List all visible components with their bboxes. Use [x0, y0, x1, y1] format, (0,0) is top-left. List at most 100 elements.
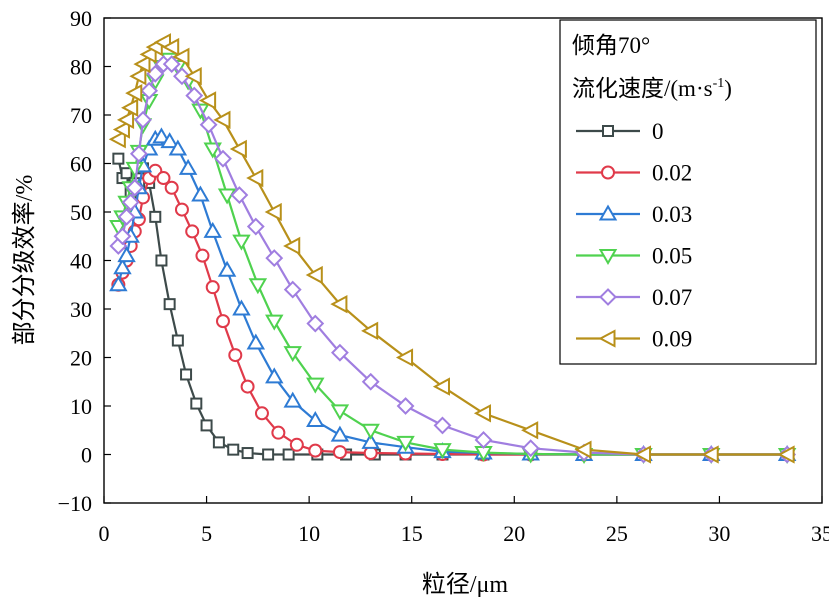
- x-axis-label: 粒径/μm: [422, 571, 509, 598]
- y-tick-label: 80: [70, 55, 92, 80]
- legend-label: 0.09: [652, 327, 692, 352]
- legend-item: 0.03: [576, 202, 692, 227]
- data-point: [265, 367, 284, 384]
- data-point: [174, 202, 189, 217]
- data-point: [521, 439, 540, 458]
- data-point: [178, 158, 198, 175]
- data-point: [191, 103, 210, 120]
- legend-item: 0.07: [576, 285, 692, 310]
- data-point: [283, 236, 301, 256]
- data-point: [125, 178, 144, 197]
- data-point: [306, 411, 325, 428]
- y-tick-label: 30: [70, 297, 92, 322]
- data-point: [701, 445, 719, 464]
- data-point: [262, 448, 275, 461]
- data-point: [330, 425, 350, 442]
- data-point: [232, 234, 251, 251]
- data-point: [361, 372, 380, 391]
- data-point: [200, 419, 213, 432]
- data-point: [433, 416, 452, 435]
- data-point: [265, 249, 284, 267]
- data-point: [521, 421, 539, 440]
- data-point: [217, 188, 237, 205]
- data-point: [432, 377, 450, 396]
- data-point: [361, 321, 379, 340]
- y-axis-label: 部分分级效率/%: [11, 175, 38, 346]
- data-point: [228, 348, 243, 363]
- data-point: [156, 171, 171, 186]
- legend-swatch-marker: [598, 204, 618, 221]
- y-tick-label: 70: [70, 103, 92, 128]
- data-point: [109, 275, 128, 292]
- data-point: [240, 379, 255, 394]
- data-point: [117, 246, 136, 263]
- data-point: [361, 423, 380, 440]
- x-tick-label: 25: [606, 521, 628, 546]
- data-point: [305, 265, 323, 285]
- y-tick-label: −10: [58, 491, 92, 516]
- data-point: [180, 368, 193, 381]
- data-point: [229, 139, 247, 159]
- data-point: [163, 298, 176, 311]
- data-point: [361, 432, 380, 449]
- data-point: [777, 445, 795, 464]
- data-point: [125, 84, 143, 103]
- data-point: [217, 260, 237, 277]
- data-point: [395, 348, 414, 367]
- data-point: [283, 346, 302, 363]
- data-point: [203, 221, 222, 238]
- data-point: [264, 202, 282, 222]
- data-point: [185, 86, 204, 105]
- legend-title-line2-main: 流化速度/(m·s: [572, 76, 713, 101]
- data-point: [241, 447, 254, 460]
- data-point: [246, 333, 266, 350]
- series-0.09: [108, 33, 795, 464]
- data-point: [633, 445, 652, 464]
- data-point: [282, 448, 295, 461]
- data-point: [185, 224, 200, 239]
- legend-title-line2-end: ): [724, 76, 732, 101]
- data-point: [113, 227, 132, 246]
- y-tick-label: 0: [81, 443, 92, 468]
- data-point: [283, 391, 302, 408]
- data-point: [474, 431, 493, 449]
- data-point: [116, 110, 135, 130]
- legend-swatch-marker: [601, 165, 615, 180]
- data-point: [308, 443, 323, 458]
- data-point: [162, 55, 181, 73]
- data-point: [265, 314, 284, 331]
- data-point: [172, 47, 190, 66]
- legend-frame: [559, 19, 817, 365]
- data-point: [190, 397, 203, 410]
- data-point: [155, 254, 168, 267]
- x-tick-label: 20: [503, 521, 525, 546]
- data-point: [121, 193, 140, 212]
- data-point: [108, 130, 126, 149]
- x-tick-label: 35: [811, 521, 829, 546]
- data-point: [162, 37, 180, 57]
- series-layer: [108, 33, 797, 465]
- data-point: [160, 132, 179, 149]
- legend-item: 0.05: [576, 244, 692, 269]
- y-tick-label: 90: [70, 6, 92, 31]
- data-point: [306, 377, 325, 394]
- data-point: [117, 207, 136, 226]
- data-point: [283, 280, 302, 299]
- data-point: [396, 397, 415, 415]
- data-point: [246, 217, 265, 236]
- data-point: [246, 168, 264, 188]
- legend-item: 0.02: [576, 161, 692, 186]
- data-point: [173, 67, 191, 86]
- legend-swatch-marker: [602, 125, 614, 137]
- x-tick-label: 15: [401, 521, 423, 546]
- data-point: [120, 167, 133, 180]
- data-point: [129, 67, 147, 86]
- x-tick-label: 30: [708, 521, 730, 546]
- x-tick-label: 5: [201, 521, 212, 546]
- data-point: [112, 120, 130, 139]
- data-point: [212, 436, 225, 449]
- data-point: [227, 443, 240, 456]
- y-tick-label: 40: [70, 249, 92, 274]
- legend-title-line2-sup: -1: [713, 76, 725, 91]
- data-point: [133, 54, 151, 74]
